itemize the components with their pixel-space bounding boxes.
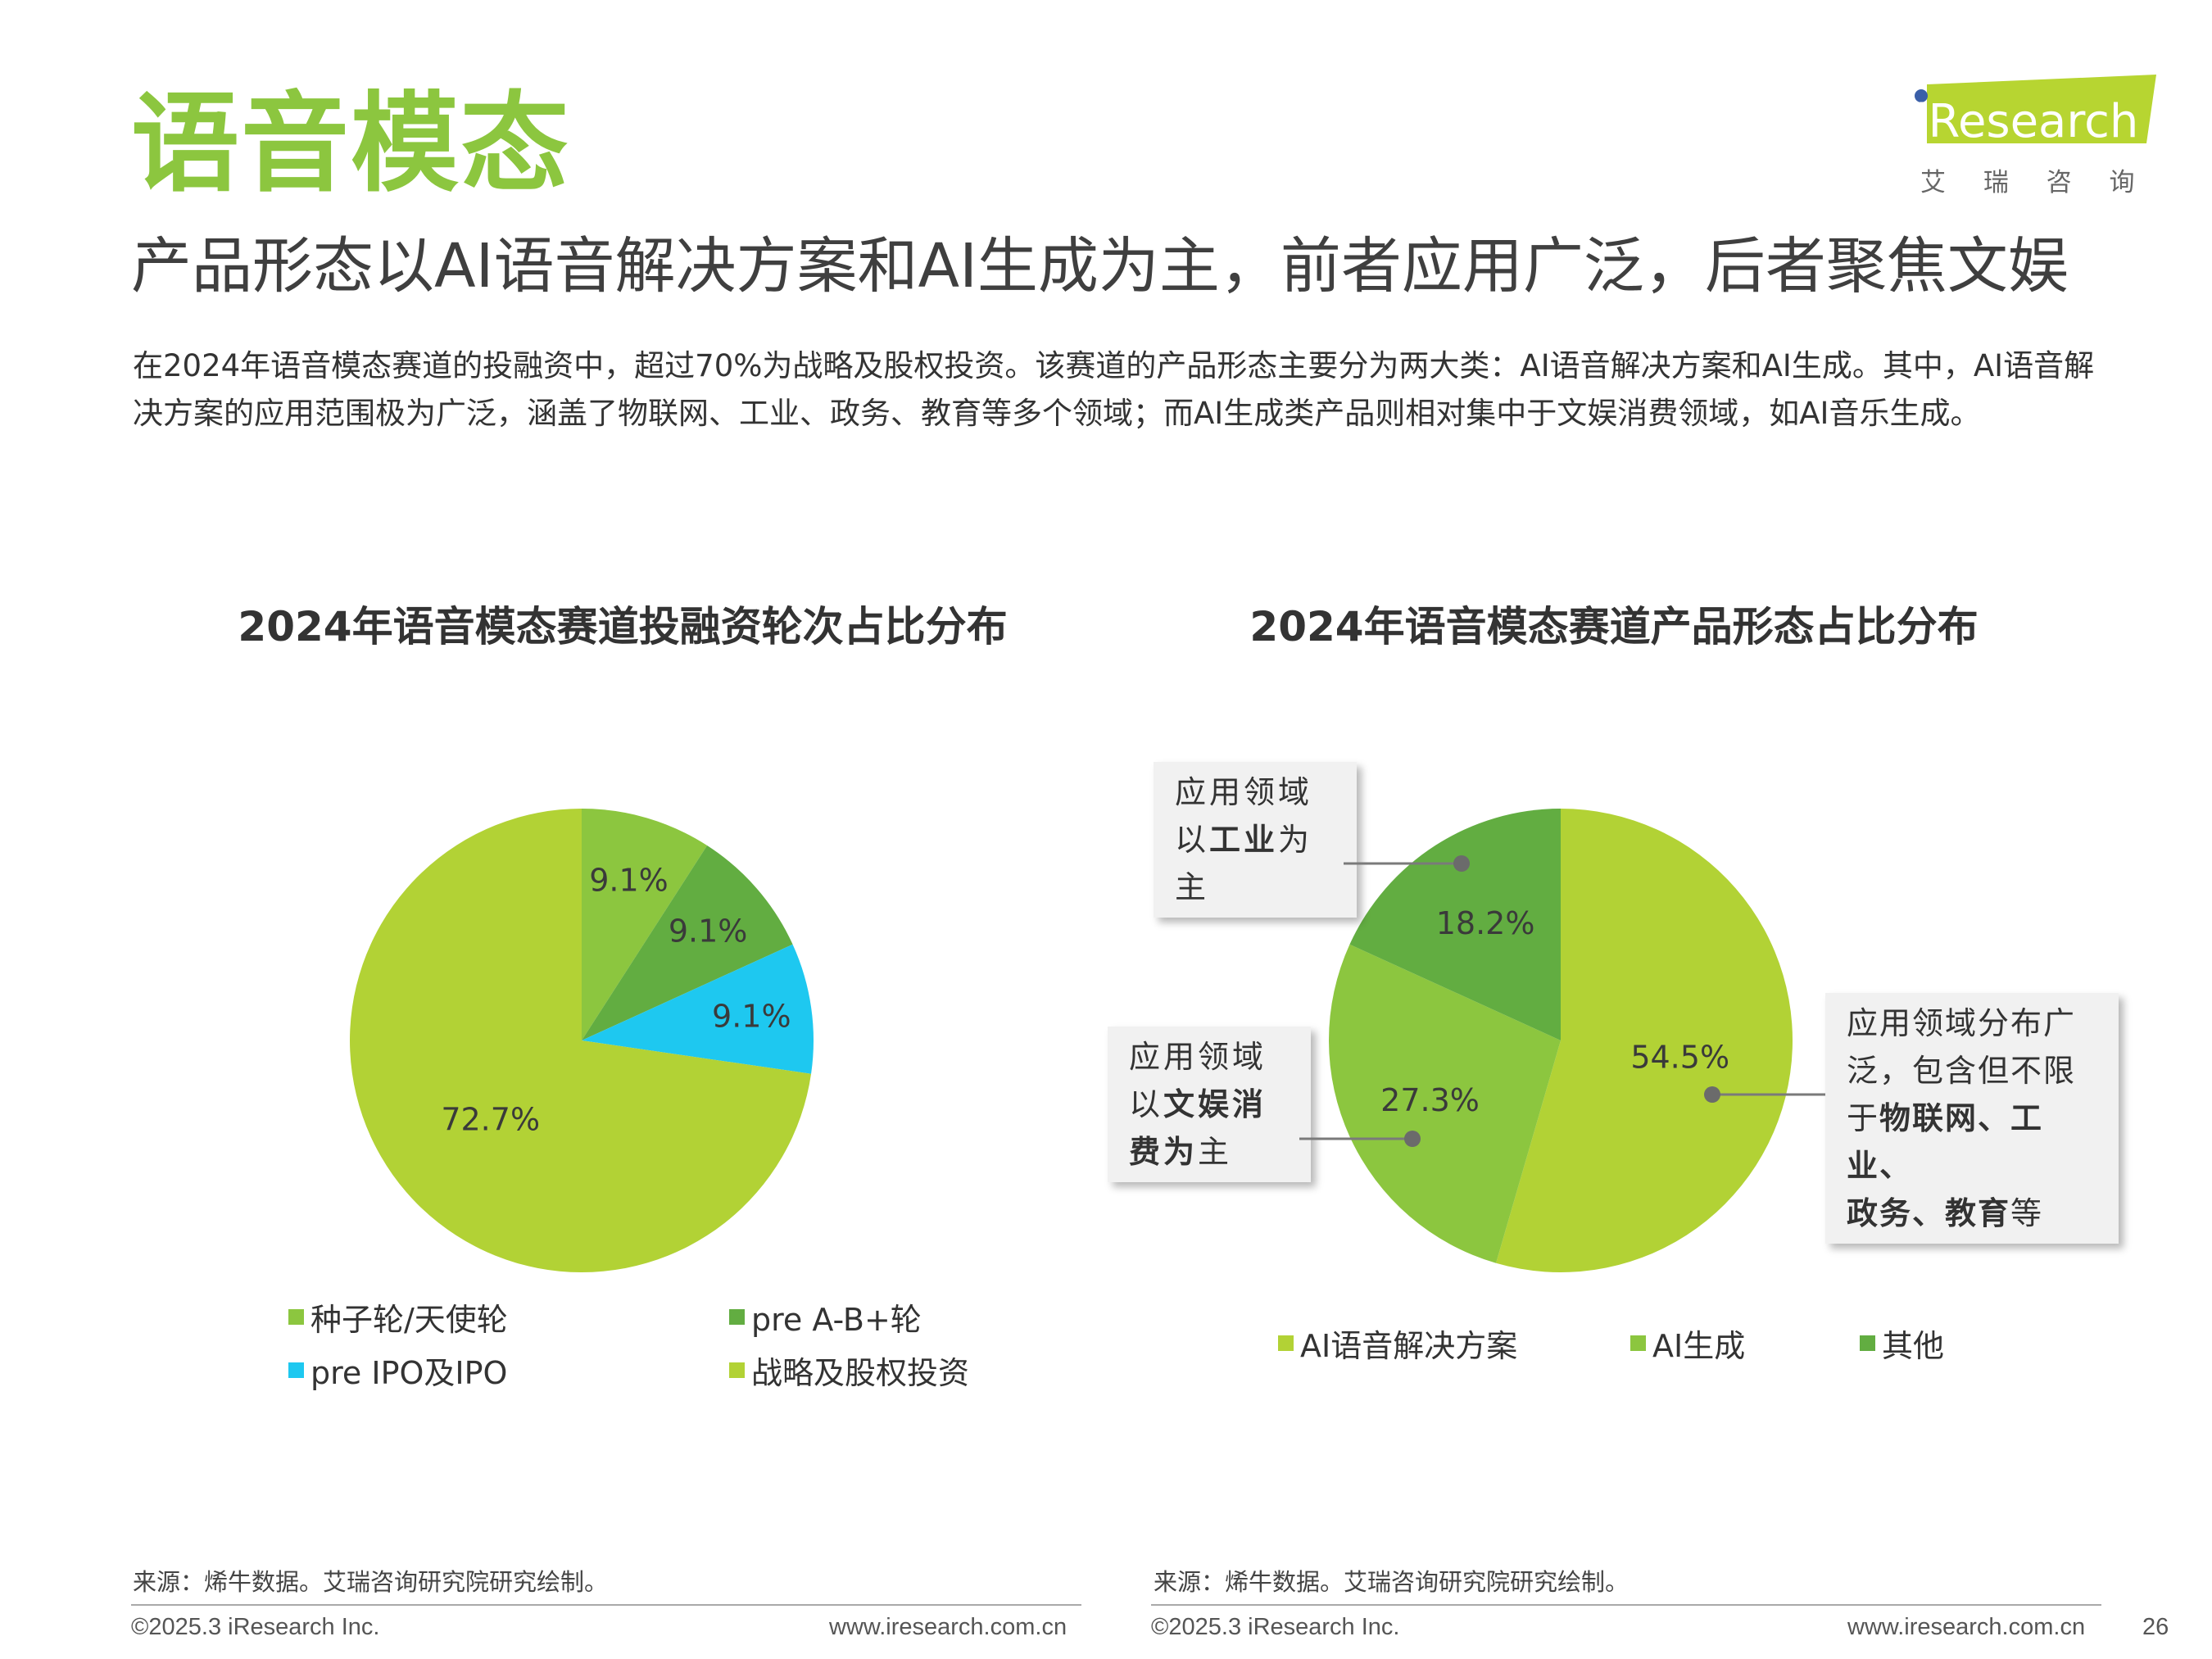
footer-rule-left <box>131 1604 1081 1606</box>
callout-bold: 政务、教育 <box>1847 1195 2011 1231</box>
chart1-data-label-2: 9.1% <box>712 998 791 1034</box>
legend-label: 战略及股权投资 <box>751 1355 970 1391</box>
copyright-left: ©2025.3 iResearch Inc. <box>131 1614 380 1640</box>
chart1-legend-strategic: 战略及股权投资 <box>729 1348 969 1393</box>
page-number: 26 <box>2142 1614 2169 1640</box>
chart2-legend-ai-gen: AI生成 <box>1630 1321 1745 1366</box>
legend-swatch <box>288 1309 304 1325</box>
copyright-right: ©2025.3 iResearch Inc. <box>1151 1614 1400 1640</box>
callout-text: 应用领域 <box>1129 1039 1267 1075</box>
chart1-slice-2 <box>582 944 814 1074</box>
callout-text: 应用领域分布广 <box>1847 1005 2077 1041</box>
chart1-data-label-0: 9.1% <box>589 863 669 899</box>
chart2-data-label-2: 18.2% <box>1436 905 1535 941</box>
callout-text: 于 <box>1847 1100 1880 1136</box>
legend-label: AI语音解决方案 <box>1300 1328 1518 1364</box>
legend-swatch <box>729 1362 745 1378</box>
chart1-slice-3 <box>349 809 812 1273</box>
legend-label: pre A-B+轮 <box>751 1302 922 1338</box>
callout-ai-gen: 应用领域 以文娱消 费为主 <box>1108 1027 1311 1182</box>
legend-label: AI生成 <box>1652 1328 1746 1364</box>
chart2-title: 2024年语音模态赛道产品形态占比分布 <box>1249 603 1979 650</box>
chart1-title: 2024年语音模态赛道投融资轮次占比分布 <box>238 603 1008 650</box>
legend-swatch <box>1860 1335 1875 1351</box>
legend-swatch <box>1278 1335 1294 1351</box>
legend-swatch <box>1630 1335 1646 1351</box>
callout-text: 泛，包含但不限 <box>1847 1053 2077 1089</box>
chart2-slice-2 <box>1349 809 1561 1040</box>
source-note-right: 来源：烯牛数据。艾瑞咨询研究院研究绘制。 <box>1154 1568 1630 1596</box>
callout-text: 以 <box>1129 1086 1164 1122</box>
footer-rule-right <box>1151 1604 2101 1606</box>
chart2-legend-voice-solution: AI语音解决方案 <box>1278 1321 1517 1366</box>
chart2-data-label-0: 54.5% <box>1630 1040 1729 1076</box>
chart2-legend-other: 其他 <box>1860 1321 1944 1366</box>
iresearch-logo: iResearch 艾 瑞 咨 询 <box>1909 70 2163 201</box>
legend-label: 其他 <box>1882 1328 1945 1364</box>
logo-cn: 艾 瑞 咨 询 <box>1920 168 2150 197</box>
callout-bold: 工业 <box>1209 822 1279 858</box>
chart1-legend-seed: 种子轮/天使轮 <box>288 1294 508 1339</box>
logo-dot <box>1915 89 1928 102</box>
chart1-slice-1 <box>582 845 793 1040</box>
source-note-left: 来源：烯牛数据。艾瑞咨询研究院研究绘制。 <box>133 1568 609 1596</box>
callout-text: 应用领域 <box>1175 774 1313 810</box>
callout-text: 等 <box>2010 1195 2044 1231</box>
page-title: 语音模态 <box>131 81 570 207</box>
callout-text: 以 <box>1175 822 1210 858</box>
website-link-left[interactable]: www.iresearch.com.cn <box>829 1614 1067 1640</box>
chart1-legend-pre-a: pre A-B+轮 <box>729 1294 922 1339</box>
legend-swatch <box>729 1309 745 1325</box>
chart1-slice-0 <box>582 809 708 1040</box>
intro-paragraph: 在2024年语音模态赛道的投融资中，超过70%为战略及股权投资。该赛道的产品形态… <box>133 348 2095 431</box>
connector-dot-ai-voice <box>1704 1086 1720 1103</box>
callout-text: 为 <box>1278 822 1313 858</box>
chart2-slice-1 <box>1329 944 1561 1263</box>
chart2-data-label-1: 27.3% <box>1380 1082 1480 1118</box>
page-subtitle: 产品形态以AI语音解决方案和AI生成为主，前者应用广泛，后者聚焦文娱 <box>131 231 2069 301</box>
logo-wordmark: iResearch <box>1915 95 2138 148</box>
callout-bold: 文娱消 <box>1163 1086 1267 1122</box>
legend-label: 种子轮/天使轮 <box>310 1302 508 1338</box>
logo-banner <box>1927 75 2156 143</box>
callout-other: 应用领域 以工业为 主 <box>1154 762 1357 918</box>
chart1-data-label-3: 72.7% <box>441 1101 540 1137</box>
website-link-right[interactable]: www.iresearch.com.cn <box>1847 1614 2086 1640</box>
callout-text: 主 <box>1175 869 1210 905</box>
chart1-data-label-1: 9.1% <box>669 913 748 950</box>
connector-dot-ai-gen <box>1404 1131 1421 1147</box>
callout-ai-voice: 应用领域分布广 泛，包含但不限 于物联网、工业、 政务、教育等 <box>1825 993 2119 1244</box>
iresearch-logo-mark: iResearch 艾 瑞 咨 询 <box>1915 75 2156 197</box>
chart2-slice-0 <box>1496 809 1793 1272</box>
callout-bold: 物联网、工业、 <box>1847 1100 2044 1184</box>
legend-label: pre IPO及IPO <box>310 1355 508 1391</box>
callout-bold: 费为 <box>1129 1134 1199 1170</box>
chart1-legend-ipo: pre IPO及IPO <box>288 1348 507 1393</box>
connector-dot-other <box>1453 855 1470 872</box>
legend-swatch <box>288 1362 304 1378</box>
callout-text: 主 <box>1198 1134 1233 1170</box>
